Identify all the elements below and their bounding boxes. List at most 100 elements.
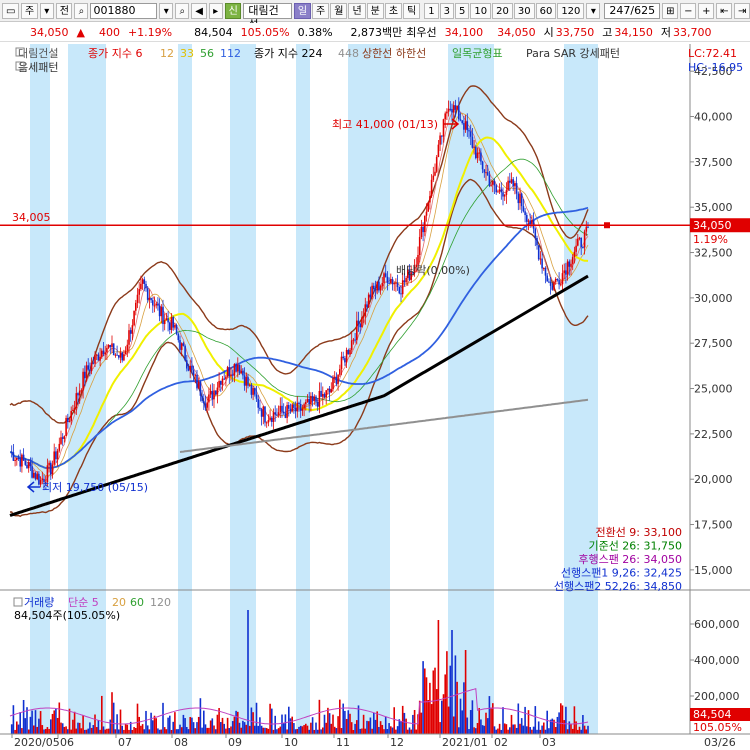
shade-band-3 (230, 44, 256, 734)
candle-body (14, 459, 16, 461)
layout-icon[interactable]: ▭ (2, 2, 19, 19)
volume-bar (401, 705, 404, 734)
grid-icon[interactable]: ⊞ (662, 2, 679, 19)
candle-body (366, 304, 368, 308)
volume-bar (563, 720, 565, 734)
candle-body (429, 196, 431, 203)
volume-bar (286, 729, 288, 734)
volume-bar (73, 711, 76, 734)
tab-minute-1[interactable]: 1 (424, 2, 439, 19)
prev-stock-button[interactable]: 전 (55, 2, 73, 19)
candle-body (279, 405, 282, 413)
volume-bar (84, 729, 86, 734)
tab-period-2[interactable]: 월 (330, 2, 348, 19)
candle-body (281, 405, 283, 412)
tab-minute-60[interactable]: 60 (535, 2, 557, 19)
volume-bar (558, 712, 560, 734)
minute-tabs: 1 3 5 10 20 30 60 120 (424, 2, 585, 19)
zoom-in-icon[interactable]: + (698, 2, 715, 19)
search-stock-icon[interactable]: ⌕ (175, 2, 190, 19)
date-tick-label: 07 (118, 736, 132, 749)
volume-bar (150, 712, 152, 734)
volume-bar (218, 708, 220, 734)
tab-period-5[interactable]: 초 (384, 2, 403, 19)
volume-bar (257, 725, 259, 734)
search-icon[interactable]: ⌕ (74, 2, 89, 19)
shade-band-7 (564, 44, 598, 734)
volume-bar (442, 694, 445, 734)
legend-item-0: 대림건설 (18, 47, 58, 60)
candle-body (27, 462, 30, 469)
volume-bar (43, 729, 45, 734)
tab-minute-120[interactable]: 120 (557, 2, 585, 19)
candle-body (347, 349, 350, 355)
legend-item-2: 12 (160, 47, 174, 60)
tab-period-6[interactable]: 틱 (403, 2, 421, 19)
shade-band-2 (178, 44, 192, 734)
more-icon[interactable]: ▾ (586, 2, 601, 19)
legend-item-6: 종가 지수 224 (254, 47, 322, 60)
tab-minute-5[interactable]: 5 (455, 2, 470, 19)
candle-body (216, 387, 219, 395)
candle-body (55, 451, 57, 460)
tab-minute-3[interactable]: 3 (439, 2, 454, 19)
volume-bar (490, 707, 492, 734)
candle-body (388, 282, 390, 284)
candle-body (78, 390, 81, 396)
high-marker-label: 최고 41,000 (01/13) (332, 118, 438, 131)
volume-bar (68, 708, 71, 734)
reference-line-marker (604, 222, 610, 229)
volume-bar (344, 710, 346, 734)
candle-body (563, 270, 565, 274)
candle-body (520, 193, 523, 207)
volume-bar (536, 729, 538, 734)
candle-body (565, 270, 567, 275)
volume-bar (367, 721, 370, 734)
chevron-down-icon[interactable]: ▾ (39, 2, 54, 19)
expand-icon[interactable]: ⇥ (734, 2, 750, 19)
candle-body (208, 394, 210, 403)
stock-code-input[interactable]: 001880 (90, 2, 158, 19)
tab-minute-20[interactable]: 20 (492, 2, 513, 19)
volume-bar (468, 729, 470, 734)
collapse-icon[interactable]: ⇤ (716, 2, 733, 19)
volume-bar (53, 710, 55, 734)
candle-body (459, 119, 462, 121)
volume-bar (240, 727, 242, 734)
volume-bar (570, 724, 572, 734)
candle-body (204, 403, 207, 408)
low-marker-label: 최저 19,750 (05/15) (42, 481, 148, 494)
tab-minute-30[interactable]: 30 (513, 2, 535, 19)
candle-body (303, 404, 305, 409)
candle-body (345, 349, 348, 363)
code-dropdown-icon[interactable]: ▾ (159, 2, 174, 19)
open-label: 시 (543, 26, 554, 39)
zoom-out-icon[interactable]: − (680, 2, 697, 19)
volume-bar (111, 692, 113, 734)
candle-body (170, 317, 173, 330)
candle-body (430, 179, 433, 197)
volume-bar (485, 712, 487, 734)
tab-period-1[interactable]: 주 (312, 2, 330, 19)
candle-body (435, 157, 438, 172)
price-tick-label: 22,500 (694, 428, 733, 441)
legend-item-5: 112 (220, 47, 241, 60)
volume-bar (587, 725, 589, 734)
candle-body (558, 279, 560, 285)
volume-bar (70, 729, 72, 734)
tab-period-4[interactable]: 분 (366, 2, 384, 19)
arrow-icon[interactable]: ▸ (208, 2, 223, 19)
candle-body (138, 289, 140, 295)
price-tick-label: 15,000 (694, 564, 733, 577)
volume-bar (522, 725, 525, 734)
candle-body (476, 152, 479, 159)
volume-bar (184, 718, 186, 734)
tab-period-0[interactable]: 일 (293, 2, 312, 19)
volume-bar (486, 718, 489, 734)
market-select[interactable]: 주 (20, 2, 38, 19)
speaker-icon[interactable]: ◀ (191, 2, 207, 19)
candle-body (77, 393, 79, 396)
tab-minute-10[interactable]: 10 (470, 2, 492, 19)
current-pct-label: 1.19% (693, 233, 728, 246)
tab-period-3[interactable]: 년 (348, 2, 366, 19)
